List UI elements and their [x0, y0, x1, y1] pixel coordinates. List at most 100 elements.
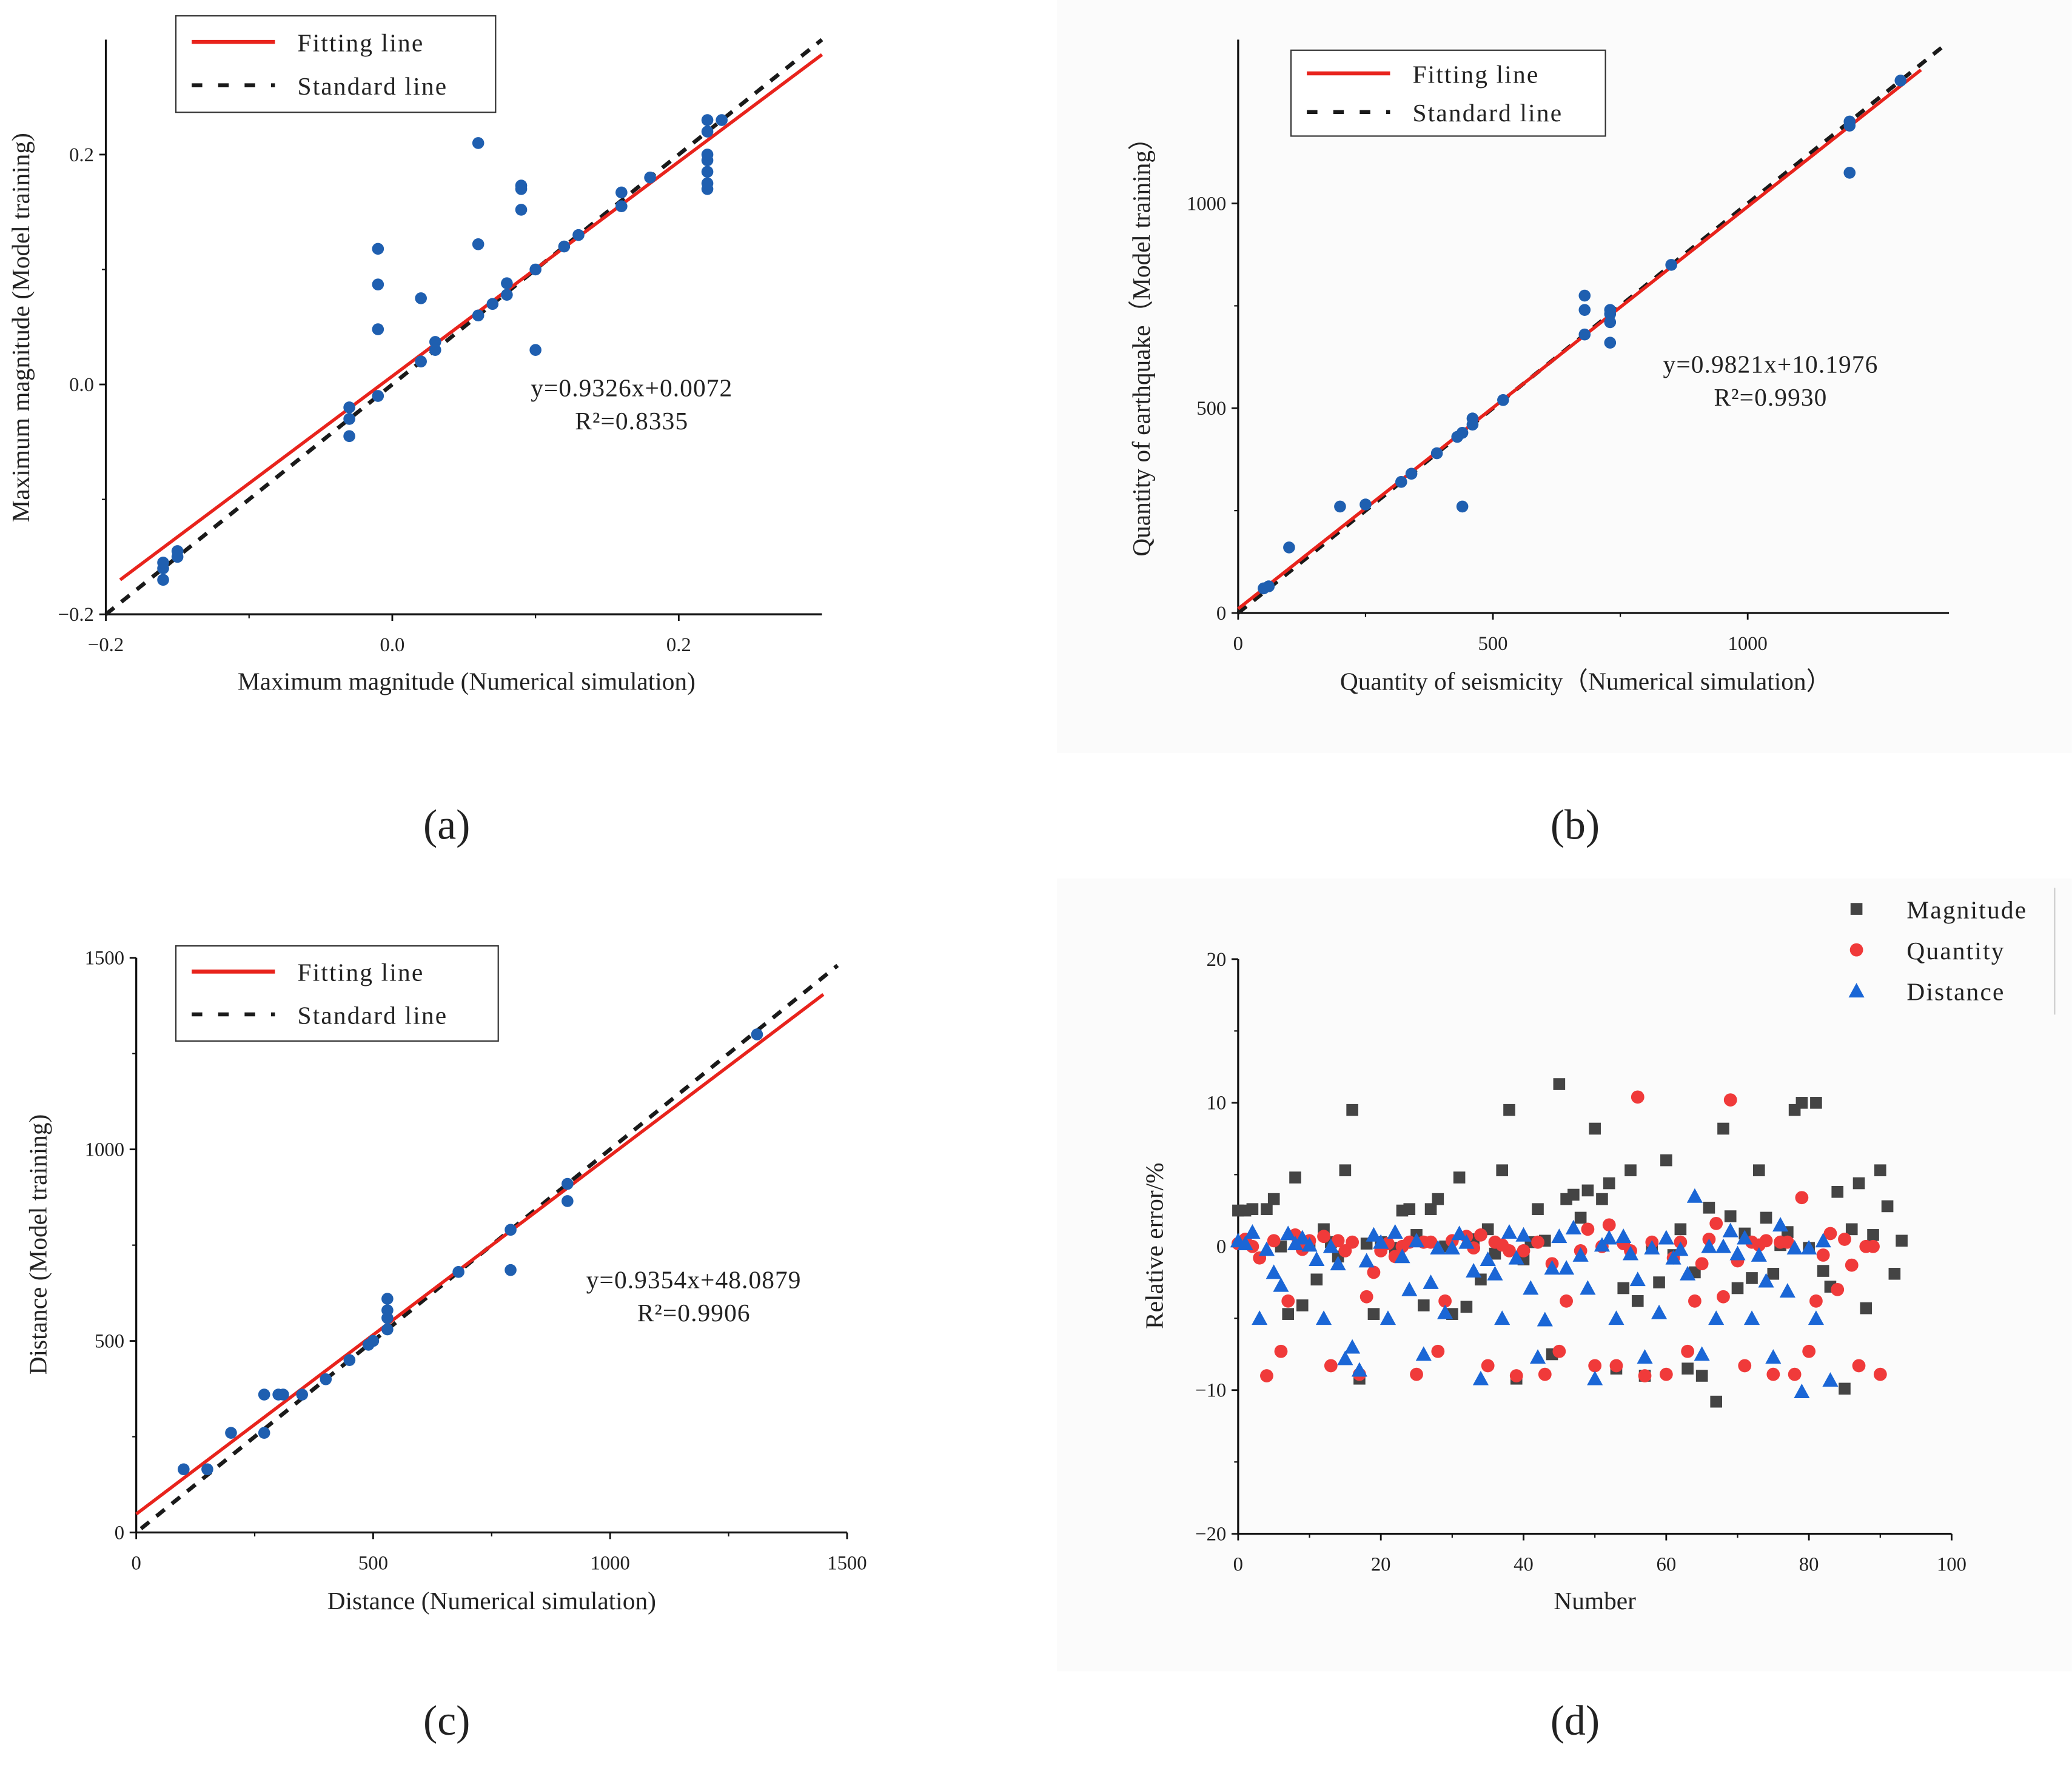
data-point	[515, 204, 528, 216]
data-point	[505, 1224, 517, 1236]
quantity-point	[1509, 1369, 1523, 1382]
quantity-point	[1766, 1367, 1780, 1381]
data-point	[343, 413, 355, 425]
x-tick-label: 1000	[1728, 633, 1768, 655]
quantity-point	[1631, 1090, 1645, 1104]
magnitude-point	[1767, 1268, 1780, 1280]
distance-point	[1458, 1234, 1475, 1249]
quantity-point	[1788, 1367, 1802, 1381]
fitting-line	[119, 53, 823, 581]
data-point	[472, 309, 484, 322]
data-point	[157, 557, 169, 569]
quantity-point	[1795, 1191, 1809, 1205]
distance-point	[1301, 1237, 1318, 1252]
y-tick-label: 20	[1207, 949, 1227, 971]
chart-d: 0 20 40 60 80 100 −20 −10 0 10 20 Number Relative er…	[1141, 888, 2056, 1744]
distance-point	[1737, 1230, 1753, 1245]
x-axis-label: Number	[1554, 1587, 1636, 1615]
quantity-point	[1474, 1228, 1487, 1242]
data-point	[1395, 476, 1407, 488]
quantity-point	[1424, 1235, 1438, 1249]
distance-point	[1244, 1224, 1261, 1239]
x-tick-label: 40	[1514, 1554, 1534, 1576]
x-tick-label: 0	[1233, 633, 1243, 655]
data-point	[415, 355, 427, 367]
quantity-point	[1438, 1294, 1452, 1308]
distance-point	[1401, 1281, 1418, 1296]
legend-box	[175, 15, 497, 113]
data-point	[1578, 289, 1591, 302]
distance-point	[1580, 1280, 1596, 1295]
quantity-point	[1331, 1234, 1345, 1248]
distance-point	[1644, 1240, 1660, 1255]
distance-point	[1529, 1349, 1546, 1364]
magnitude-point	[1567, 1188, 1580, 1201]
magnitude-point	[1574, 1211, 1587, 1224]
distance-point	[1686, 1188, 1703, 1203]
magnitude-point	[1695, 1370, 1708, 1382]
data-point	[367, 1335, 380, 1347]
magnitude-point	[1596, 1193, 1608, 1205]
magnitude-point	[1810, 1097, 1822, 1109]
data-point	[296, 1388, 309, 1401]
legend-label-fitting: Fitting line	[297, 28, 424, 56]
data-point	[1604, 337, 1617, 349]
chart-c: 0 500 1000 1500 0 500 1000 1500 Distance (Numeri…	[24, 945, 867, 1744]
distance-point	[1423, 1274, 1439, 1289]
data-point	[320, 1373, 332, 1385]
magnitude-point	[1617, 1282, 1630, 1294]
distance-point	[1615, 1228, 1632, 1244]
quantity-point	[1866, 1239, 1880, 1253]
magnitude-point	[1660, 1154, 1672, 1167]
distance-point	[1722, 1222, 1738, 1238]
magnitude-point	[1703, 1202, 1715, 1214]
legend-box	[1290, 49, 1606, 137]
data-point	[178, 1463, 190, 1476]
distance-point	[1252, 1310, 1268, 1325]
quantity-point	[1831, 1282, 1845, 1296]
data-point	[343, 1354, 356, 1366]
quantity-point	[1709, 1216, 1723, 1230]
data-point	[277, 1388, 289, 1401]
y-tick-label: 0	[1216, 1236, 1226, 1258]
data-point	[562, 1177, 574, 1190]
y-axis-label: Quantity of earthquake（Model training）	[1127, 126, 1155, 557]
distance-point	[1237, 1235, 1253, 1250]
x-tick-label: 1500	[827, 1553, 867, 1575]
legend-quantity-marker	[1849, 943, 1863, 957]
distance-point	[1337, 1350, 1353, 1365]
quantity-point	[1367, 1265, 1381, 1279]
distance-point	[1430, 1240, 1446, 1255]
y-axis-label: Relative error/%	[1141, 1162, 1168, 1329]
legend-label-fitting: Fitting line	[297, 959, 424, 986]
magnitude-point	[1681, 1362, 1694, 1375]
quantity-point	[1588, 1359, 1602, 1373]
magnitude-point	[1839, 1382, 1851, 1395]
legend-magnitude-marker	[1850, 903, 1863, 915]
distance-point	[1287, 1235, 1304, 1250]
distance-point	[1551, 1228, 1567, 1244]
y-tick-label: 0	[115, 1522, 124, 1544]
magnitude-point	[1795, 1097, 1808, 1109]
data-point	[1334, 500, 1346, 513]
quantity-point	[1688, 1294, 1702, 1308]
data-point	[529, 344, 541, 356]
magnitude-point	[1346, 1104, 1358, 1116]
magnitude-point	[1261, 1203, 1273, 1215]
data-point	[201, 1463, 213, 1476]
x-axis-label: Quantity of seismicity（Numerical simulat…	[1340, 667, 1831, 695]
quantity-point	[1823, 1227, 1837, 1241]
data-point	[157, 574, 169, 586]
fit-equation: y=0.9821x+10.1976	[1663, 350, 1879, 378]
data-point	[701, 149, 714, 161]
magnitude-point	[1731, 1282, 1744, 1294]
magnitude-point	[1674, 1223, 1687, 1236]
magnitude-point	[1717, 1122, 1729, 1135]
quantity-point	[1517, 1244, 1531, 1258]
x-tick-label: −0.2	[88, 634, 124, 656]
magnitude-point	[1367, 1308, 1380, 1320]
y-tick-label: 0	[1216, 603, 1226, 625]
magnitude-point	[1532, 1203, 1544, 1215]
quantity-point	[1481, 1359, 1495, 1373]
quantity-point	[1681, 1344, 1695, 1358]
